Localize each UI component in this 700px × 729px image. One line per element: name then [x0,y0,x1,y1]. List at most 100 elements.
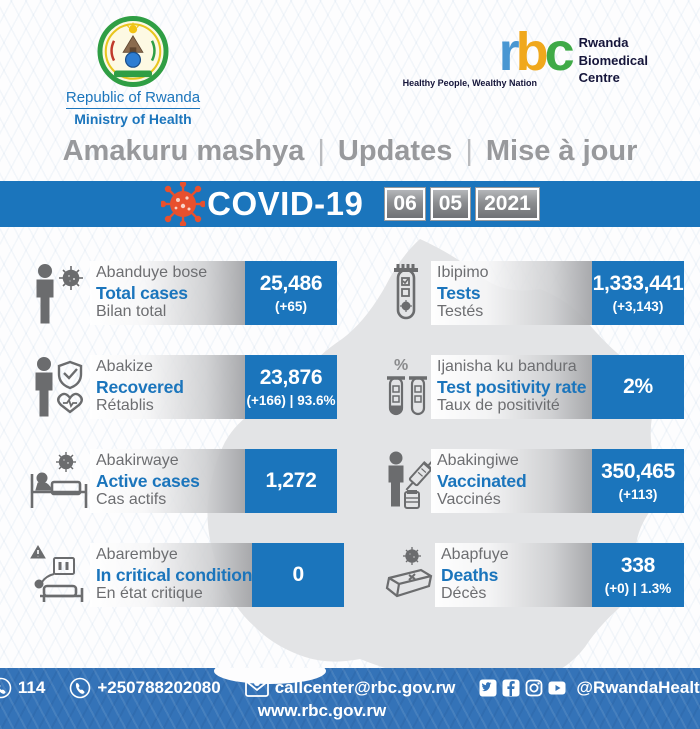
stat-label-english: Total cases [96,282,188,303]
stat-label-kinyarwanda: Abakize [96,357,153,375]
footer-contacts: 114 +250788202080 callcenter@rbc.gov.rw [0,668,700,699]
stat-label-kinyarwanda: Abanduye bose [96,263,208,281]
stat-row-deaths: Abapfuye Deaths Décès 338 (+0) | 1.3% [385,543,684,607]
stat-label-french: En état critique [96,585,203,603]
government-text: Republic of Rwanda Ministry of Health [65,89,201,127]
stats-section: Abanduye bose Total cases Bilan total 25… [0,227,700,677]
hotline-long-number: +250788202080 [97,678,221,697]
updates-title: Amakuru mashya | Updates | Mise à jour [0,127,700,181]
title-english: Updates [337,135,453,167]
stat-label-french: Taux de positivité [437,397,560,415]
stat-label-kinyarwanda: Ibipimo [437,263,489,281]
stat-label-english: Tests [437,282,481,303]
title-kinyarwanda: Amakuru mashya [62,135,305,167]
map-bottom-tip [214,668,326,684]
date-month: 05 [430,188,471,220]
stat-labels: Abakirwaye Active cases Cas actifs [90,449,245,513]
test-tubes-percent-icon: % [385,355,431,419]
stat-row-vaccinated: Abakingiwe Vaccinated Vaccinés 350,465 (… [385,449,684,513]
stat-label-english: Test positivity rate [437,376,587,397]
stat-label-english: Recovered [96,376,184,397]
report-date: 06 05 2021 [385,188,539,220]
svg-text:%: % [394,357,408,374]
stat-delta: (+166) | 93.6% [246,393,336,408]
phone-icon [70,677,91,699]
facebook-icon[interactable] [502,679,520,697]
stat-value: 0 [292,563,305,586]
stat-value-box: 338 (+0) | 1.3% [592,543,684,607]
stat-value-box: 1,272 [245,449,337,513]
rbc-name-line1: Rwanda [578,35,629,50]
stat-delta: (+0) | 1.3% [604,581,672,596]
stat-value: 25,486 [259,272,323,295]
stat-label-french: Décès [441,585,487,603]
social-icon-group [479,679,566,697]
rbc-logo: rbc [499,25,575,127]
coffin-virus-icon [385,543,435,607]
hospital-bed-virus-icon [28,449,90,513]
stat-value: 338 [620,554,656,577]
stat-label-french: Bilan total [96,303,167,321]
youtube-icon[interactable] [548,679,566,697]
stat-delta: (+3,143) [612,299,664,314]
hotline-short[interactable]: 114 [0,677,45,699]
stat-value-box: 2% [592,355,684,419]
stat-row-tests: Ibipimo Tests Testés 1,333,441 (+3,143) [385,261,684,325]
stat-row-positivity: % [385,355,684,419]
divider [65,108,201,109]
footer: 114 +250788202080 callcenter@rbc.gov.rw [0,668,700,729]
icu-bed-warning-icon [28,543,90,607]
stat-value: 23,876 [259,366,323,389]
stat-value: 2% [623,375,653,398]
stat-label-kinyarwanda: Abarembye [96,545,178,563]
email-address: callcenter@rbc.gov.rw [274,678,456,697]
stat-value-box: 0 [252,543,345,607]
person-shield-heart-icon [28,355,90,419]
coronavirus-icon [161,182,206,226]
stat-label-kinyarwanda: Abakingiwe [437,451,519,469]
ministry-label: Ministry of Health [74,111,192,127]
title-french: Mise à jour [485,135,638,167]
stat-labels: Abakize Recovered Rétablis [90,355,245,419]
stat-row-total-cases: Abanduye bose Total cases Bilan total 25… [28,261,337,325]
stat-row-active-cases: Abakirwaye Active cases Cas actifs 1,272 [28,449,337,513]
person-syringe-icon [385,449,431,513]
stat-label-french: Rétablis [96,397,154,415]
rbc-letter-c: c [544,22,575,82]
stat-delta: (+113) [618,487,658,502]
phone-icon [0,677,12,699]
social-handle[interactable]: @RwandaHealth [576,678,700,697]
title-separator: | [317,135,325,167]
stat-label-kinyarwanda: Abapfuye [441,545,509,563]
stat-label-kinyarwanda: Ijanisha ku bandura [437,357,577,375]
header: Republic of Rwanda Ministry of Health rb… [0,0,700,127]
stat-label-french: Vaccinés [437,491,501,509]
website-url[interactable]: www.rbc.gov.rw [257,701,387,720]
title-separator: | [465,135,473,167]
stat-label-french: Testés [437,303,484,321]
stats-column-right: Ibipimo Tests Testés 1,333,441 (+3,143) … [385,261,684,607]
stat-label-english: Active cases [96,470,200,491]
hotline-long[interactable]: +250788202080 [69,677,221,699]
instagram-icon[interactable] [525,679,543,697]
stat-labels: Abarembye In critical condition En état … [90,543,252,607]
social-media: @RwandaHealth [479,678,700,698]
stat-label-french: Cas actifs [96,491,167,509]
stat-value-box: 25,486 (+65) [245,261,337,325]
stats-grid: Abanduye bose Total cases Bilan total 25… [0,227,700,607]
stat-label-kinyarwanda: Abakirwaye [96,451,179,469]
stat-value-box: 1,333,441 (+3,143) [592,261,684,325]
email-contact[interactable]: callcenter@rbc.gov.rw [244,678,456,698]
stat-value: 1,272 [265,469,317,492]
banner-title: COVID-19 [207,185,364,222]
stat-value-box: 350,465 (+113) [592,449,684,513]
covid-banner: COVID-19 06 05 2021 [0,181,700,227]
hotline-short-number: 114 [17,678,46,697]
test-tube-icon [385,261,431,325]
stat-labels: Abapfuye Deaths Décès [435,543,592,607]
rbc-letter-b: b [515,22,549,82]
rbc-name-line3: Centre [578,70,620,86]
stat-label-english: Deaths [441,564,499,585]
twitter-icon[interactable] [479,679,497,697]
